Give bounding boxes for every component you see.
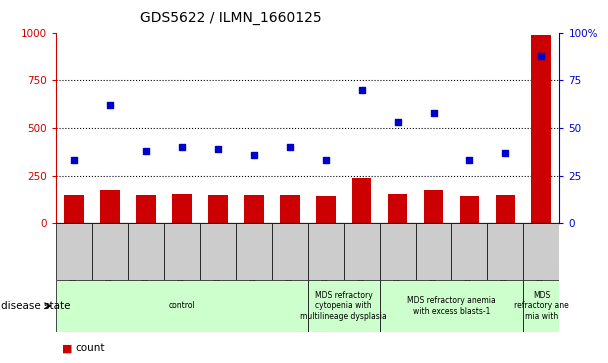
Bar — [308, 223, 344, 280]
Point — [249, 152, 258, 158]
Bar — [208, 195, 227, 223]
Bar — [496, 195, 516, 223]
Bar — [452, 223, 488, 280]
Bar — [236, 223, 272, 280]
Bar — [56, 280, 308, 332]
Point — [105, 102, 115, 108]
Text: disease state: disease state — [1, 301, 70, 311]
Bar — [136, 195, 156, 223]
Bar — [523, 280, 559, 332]
Point — [393, 119, 402, 125]
Point — [213, 146, 223, 152]
Bar — [172, 194, 192, 223]
Text: MDS
refractory ane
mia with: MDS refractory ane mia with — [514, 291, 568, 321]
Bar — [164, 223, 200, 280]
Bar — [415, 223, 452, 280]
Bar — [316, 196, 336, 223]
Bar — [308, 280, 379, 332]
Bar — [244, 195, 264, 223]
Point — [500, 150, 510, 156]
Text: ■: ■ — [62, 343, 72, 354]
Bar — [523, 223, 559, 280]
Bar — [200, 223, 236, 280]
Bar — [379, 223, 415, 280]
Point — [465, 158, 474, 163]
Bar — [56, 223, 92, 280]
Bar — [531, 34, 551, 223]
Text: GDS5622 / ILMN_1660125: GDS5622 / ILMN_1660125 — [140, 11, 322, 25]
Bar — [64, 195, 84, 223]
Point — [69, 158, 79, 163]
Point — [321, 158, 331, 163]
Text: count: count — [75, 343, 105, 354]
Text: control: control — [168, 301, 195, 310]
Bar — [100, 190, 120, 223]
Point — [357, 87, 367, 93]
Point — [285, 144, 294, 150]
Bar — [280, 195, 300, 223]
Text: MDS refractory anemia
with excess blasts-1: MDS refractory anemia with excess blasts… — [407, 296, 496, 315]
Bar — [460, 196, 479, 223]
Bar — [424, 190, 443, 223]
Bar — [344, 223, 379, 280]
Bar — [379, 280, 523, 332]
Point — [141, 148, 151, 154]
Bar — [128, 223, 164, 280]
Bar — [388, 194, 407, 223]
Bar — [272, 223, 308, 280]
Bar — [92, 223, 128, 280]
Text: MDS refractory
cytopenia with
multilineage dysplasia: MDS refractory cytopenia with multilinea… — [300, 291, 387, 321]
Point — [429, 110, 438, 115]
Point — [536, 53, 546, 58]
Point — [177, 144, 187, 150]
Bar — [488, 223, 523, 280]
Bar — [351, 179, 371, 223]
